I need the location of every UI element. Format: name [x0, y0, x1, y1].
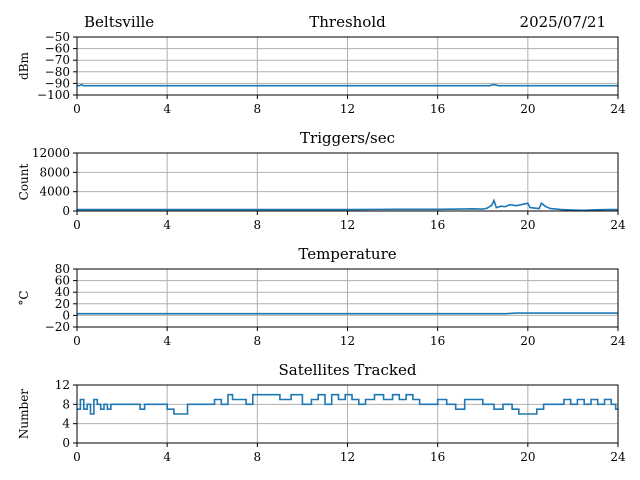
y-tick-label: 20 [55, 297, 70, 311]
x-tick-label: 20 [520, 102, 535, 116]
x-tick-label: 4 [163, 218, 171, 232]
x-tick-label: 12 [340, 102, 355, 116]
y-tick-label: −80 [45, 65, 70, 79]
y-tick-label: −100 [37, 88, 70, 102]
x-tick-label: 0 [73, 102, 81, 116]
x-tick-label: 16 [430, 218, 445, 232]
series-line [77, 393, 618, 415]
x-tick-label: 4 [163, 334, 171, 348]
x-tick-label: 24 [610, 218, 626, 232]
series-line [77, 198, 618, 212]
x-tick-label: 8 [254, 334, 262, 348]
x-tick-label: 20 [520, 334, 535, 348]
panel-1: 0 4 8 12 16 20 24 −100−90−80−70−60−50 Threshold d… [17, 13, 626, 116]
x-tick-label: 12 [340, 218, 355, 232]
y-tick-label: −90 [45, 76, 70, 90]
x-tick-label: 8 [254, 102, 262, 116]
series-line [77, 312, 618, 315]
y-tick-label: 8 [62, 397, 70, 411]
y-tick-label: 40 [55, 285, 70, 299]
x-tick-label: 16 [430, 450, 445, 464]
panel-title: Triggers/sec [300, 129, 395, 147]
panel-title: Satellites Tracked [279, 361, 417, 379]
y-tick-label: 0 [62, 436, 70, 450]
x-tick-label: 16 [430, 102, 445, 116]
y-tick-label: −70 [45, 53, 70, 67]
x-tick-label: 16 [430, 334, 445, 348]
date-label: 2025/07/21 [520, 13, 606, 31]
x-tick-label: 0 [73, 218, 81, 232]
panel-title: Temperature [298, 245, 396, 263]
series-line [77, 83, 618, 87]
y-axis-label: Count [17, 163, 31, 200]
y-tick-label: −60 [45, 42, 70, 56]
x-tick-label: 24 [610, 334, 626, 348]
y-tick-label: −20 [45, 320, 70, 334]
x-tick-label: 4 [163, 102, 171, 116]
y-axis-label: °C [17, 290, 31, 305]
y-axis-label: Number [17, 389, 31, 439]
y-tick-label: 8000 [39, 165, 70, 179]
y-tick-label: 12000 [32, 146, 70, 160]
panel-4: 0 4 8 12 16 20 24 0 4 8 12 Satellites Tracked Number [17, 361, 626, 464]
x-tick-label: 24 [610, 102, 626, 116]
x-tick-label: 0 [73, 450, 81, 464]
y-tick-label: 0 [62, 204, 70, 218]
y-tick-label: 0 [62, 308, 70, 322]
panel-2: 0 4 8 12 16 20 24 0 4000 8000 12000 Triggers/sec Cou… [17, 129, 626, 232]
y-tick-label: 12 [55, 378, 70, 392]
x-tick-label: 12 [340, 334, 355, 348]
x-tick-label: 4 [163, 450, 171, 464]
x-tick-label: 20 [520, 218, 535, 232]
panel-title: Threshold [309, 13, 386, 31]
y-tick-label: 4000 [39, 185, 70, 199]
y-tick-label: 4 [62, 417, 70, 431]
x-tick-label: 24 [610, 450, 626, 464]
x-tick-label: 20 [520, 450, 535, 464]
y-tick-label: −50 [45, 30, 70, 44]
x-tick-label: 8 [254, 218, 262, 232]
y-axis-label: dBm [17, 51, 31, 80]
x-tick-label: 12 [340, 450, 355, 464]
y-tick-label: 60 [55, 274, 70, 288]
x-tick-label: 0 [73, 334, 81, 348]
location-label: Beltsville [84, 13, 154, 31]
x-tick-label: 8 [254, 450, 262, 464]
y-tick-label: 80 [55, 262, 70, 276]
